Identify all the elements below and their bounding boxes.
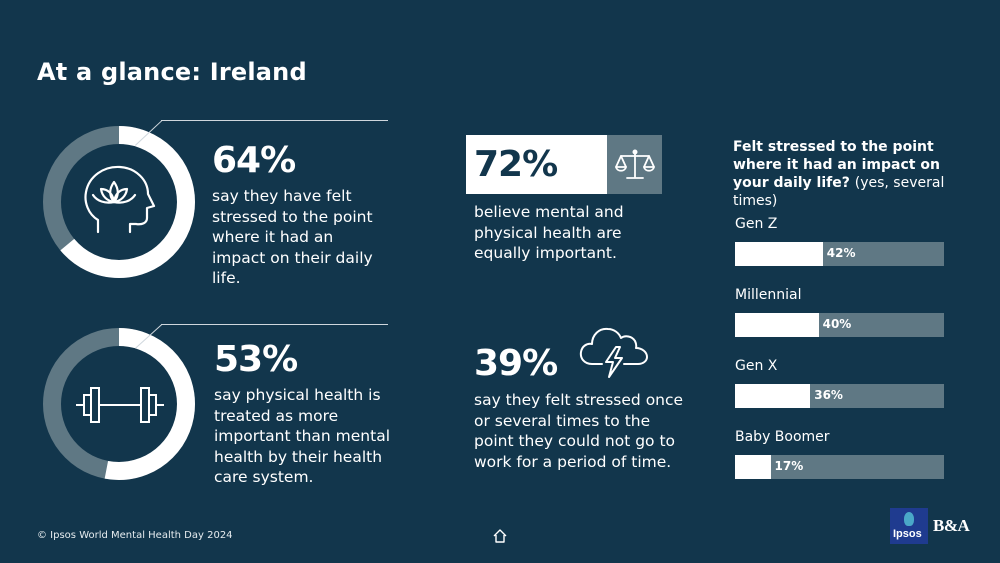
stat-text-physical-priority: say physical health is treated as more i… [214,386,390,486]
divider-line-2 [161,324,388,325]
stat-text-stress-impact: say they have felt stressed to the point… [212,187,373,287]
storm-cloud-icon [579,327,648,378]
bar-category-label: Gen X [735,358,778,374]
bar-track: 40% [735,313,944,337]
chart-title-main: Felt stressed to the point where it had … [733,139,940,191]
balance-scale-icon [615,149,655,179]
bar-track: 36% [735,384,944,408]
bar-value-label: 17% [774,459,804,473]
donut-stress-impact [43,126,195,278]
ba-logo: B&A [933,516,970,535]
ipsos-logo-text: Ipsos [893,528,922,540]
home-icon[interactable] [492,528,508,544]
stat-value-stress-impact: 64% [212,140,296,181]
head-with-lotus-icon [84,165,156,234]
bar-track: 42% [735,242,944,266]
bar-category-label: Gen Z [735,216,778,232]
chart-title: Felt stressed to the point where it had … [733,138,973,210]
footer-copyright: © Ipsos World Mental Health Day 2024 [37,530,233,541]
bar [735,242,823,266]
stat-box-grey [607,135,662,194]
bar-category-label: Millennial [735,287,802,303]
dumbbell-icon [76,387,164,423]
stat-box-equal-importance: 72% [466,135,662,194]
bar-value-label: 42% [826,246,856,260]
bar [735,313,819,337]
bar-value-label: 40% [822,317,852,331]
bar [735,455,771,479]
donut-physical-priority [43,328,195,480]
stat-box-white: 72% [466,135,607,194]
stat-value-missed-work: 39% [474,343,558,384]
stat-value-equal-importance: 72% [474,144,558,185]
bar-category-label: Baby Boomer [735,429,830,445]
ipsos-logo: Ipsos [890,508,928,544]
ipsos-logo-mark [904,512,914,526]
divider-line-1 [161,120,388,121]
chart-subtitle: (yes, several times) [733,175,945,209]
bar-track: 17% [735,455,944,479]
stat-value-physical-priority: 53% [214,339,298,380]
bar-value-label: 36% [814,388,843,402]
stat-text-missed-work: say they felt stressed once or several t… [474,391,684,471]
bar [735,384,811,408]
stat-text-equal-importance: believe mental and physical health are e… [474,203,624,262]
page-title: At a glance: Ireland [37,58,307,86]
